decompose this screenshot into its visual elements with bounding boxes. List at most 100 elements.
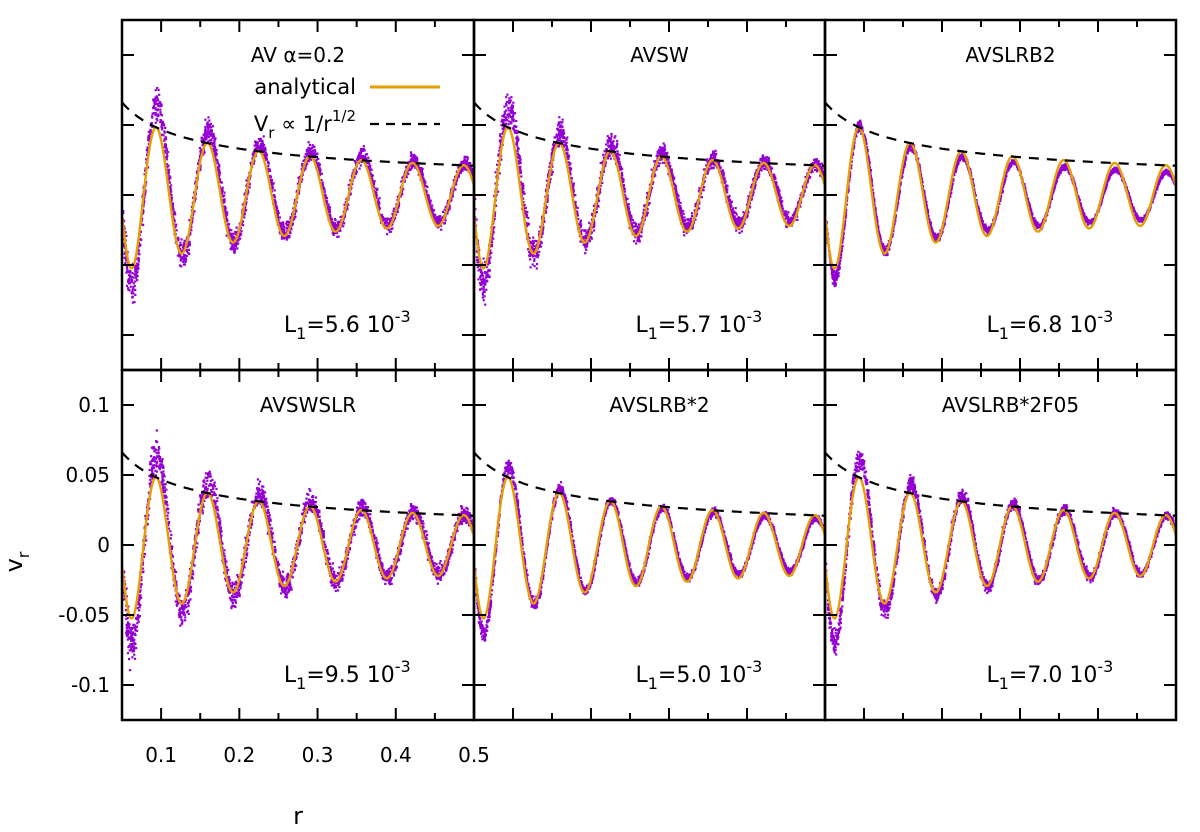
sim-point [208, 139, 211, 142]
sim-point [313, 148, 316, 152]
sim-point [371, 178, 374, 181]
sim-point [646, 195, 649, 199]
sim-point [257, 138, 260, 141]
sim-point [165, 158, 168, 161]
sim-point [491, 236, 494, 239]
sim-point [703, 186, 706, 189]
sim-point [140, 223, 143, 226]
sim-point [180, 265, 183, 268]
sim-point [357, 155, 360, 159]
sim-point [604, 163, 607, 166]
sim-point [761, 155, 764, 158]
sim-point [191, 221, 194, 224]
sim-point [690, 217, 693, 220]
sim-point [140, 238, 143, 241]
sim-point [155, 102, 158, 106]
sim-point [359, 164, 362, 167]
sim-point [285, 236, 288, 239]
sim-point [380, 213, 383, 216]
sim-point [182, 242, 185, 245]
sim-point [506, 93, 509, 96]
sim-point [394, 217, 397, 220]
sim-point [645, 213, 648, 216]
sim-point [347, 183, 350, 186]
sim-point [337, 220, 341, 223]
sim-point [328, 216, 332, 220]
sim-point [507, 112, 510, 115]
sim-point [346, 208, 349, 211]
sim-point [502, 130, 505, 133]
sim-point [660, 148, 663, 151]
sim-point [741, 226, 744, 229]
sim-point [511, 104, 514, 107]
sim-point [270, 181, 273, 184]
sim-point [294, 215, 297, 218]
sim-point [663, 151, 666, 154]
sim-point [536, 263, 539, 266]
sim-point [211, 134, 214, 138]
sim-point [498, 149, 501, 152]
sim-point [698, 186, 701, 190]
sim-point [367, 156, 370, 159]
sim-point [560, 140, 564, 143]
sim-point [290, 224, 293, 227]
sim-point [784, 215, 787, 218]
sim-point [633, 225, 636, 228]
sim-point [222, 194, 225, 197]
sim-point [157, 113, 160, 116]
sim-point [414, 160, 417, 164]
sim-point [568, 173, 572, 176]
sim-point [670, 174, 673, 177]
sim-point [672, 176, 675, 179]
sim-point [790, 219, 793, 222]
sim-point [634, 236, 637, 239]
sim-point [780, 196, 783, 199]
sim-point [296, 182, 299, 185]
sim-point [144, 191, 147, 194]
sim-point [637, 227, 640, 230]
sim-point [505, 100, 509, 103]
sim-point [303, 159, 306, 162]
sim-point [308, 153, 311, 156]
sim-point [323, 190, 326, 194]
sim-point [180, 244, 183, 247]
sim-point [132, 286, 135, 289]
sim-point [129, 285, 132, 288]
sim-point [381, 219, 384, 222]
sim-point [584, 252, 587, 255]
sim-point [349, 192, 352, 195]
sim-point [486, 275, 490, 278]
sim-point [551, 165, 554, 168]
sim-point [608, 144, 611, 147]
sim-point [324, 196, 327, 199]
sim-point [130, 291, 133, 294]
sim-point [628, 212, 631, 215]
sim-point [637, 229, 640, 232]
sim-point [388, 219, 392, 223]
sim-point [572, 185, 575, 188]
sim-point [196, 170, 199, 173]
sim-point [773, 175, 776, 178]
sim-point [223, 191, 226, 194]
sim-point [266, 167, 269, 170]
sim-point [624, 198, 627, 201]
sim-point [493, 217, 496, 220]
sim-point [605, 143, 608, 146]
sim-point [224, 210, 227, 213]
sim-point [218, 171, 221, 174]
sim-point [513, 112, 517, 115]
sim-point [298, 176, 301, 179]
sim-point [200, 150, 203, 153]
sim-point [541, 228, 544, 231]
sim-point [159, 102, 163, 106]
sim-point [177, 236, 180, 239]
sim-point [659, 151, 662, 154]
sim-point [804, 176, 807, 179]
sim-point [663, 153, 666, 156]
sim-point [484, 272, 487, 275]
sim-point [282, 221, 285, 224]
sim-point [194, 182, 197, 185]
sim-point [679, 205, 682, 208]
sim-point [258, 145, 261, 148]
sim-point [145, 158, 148, 161]
